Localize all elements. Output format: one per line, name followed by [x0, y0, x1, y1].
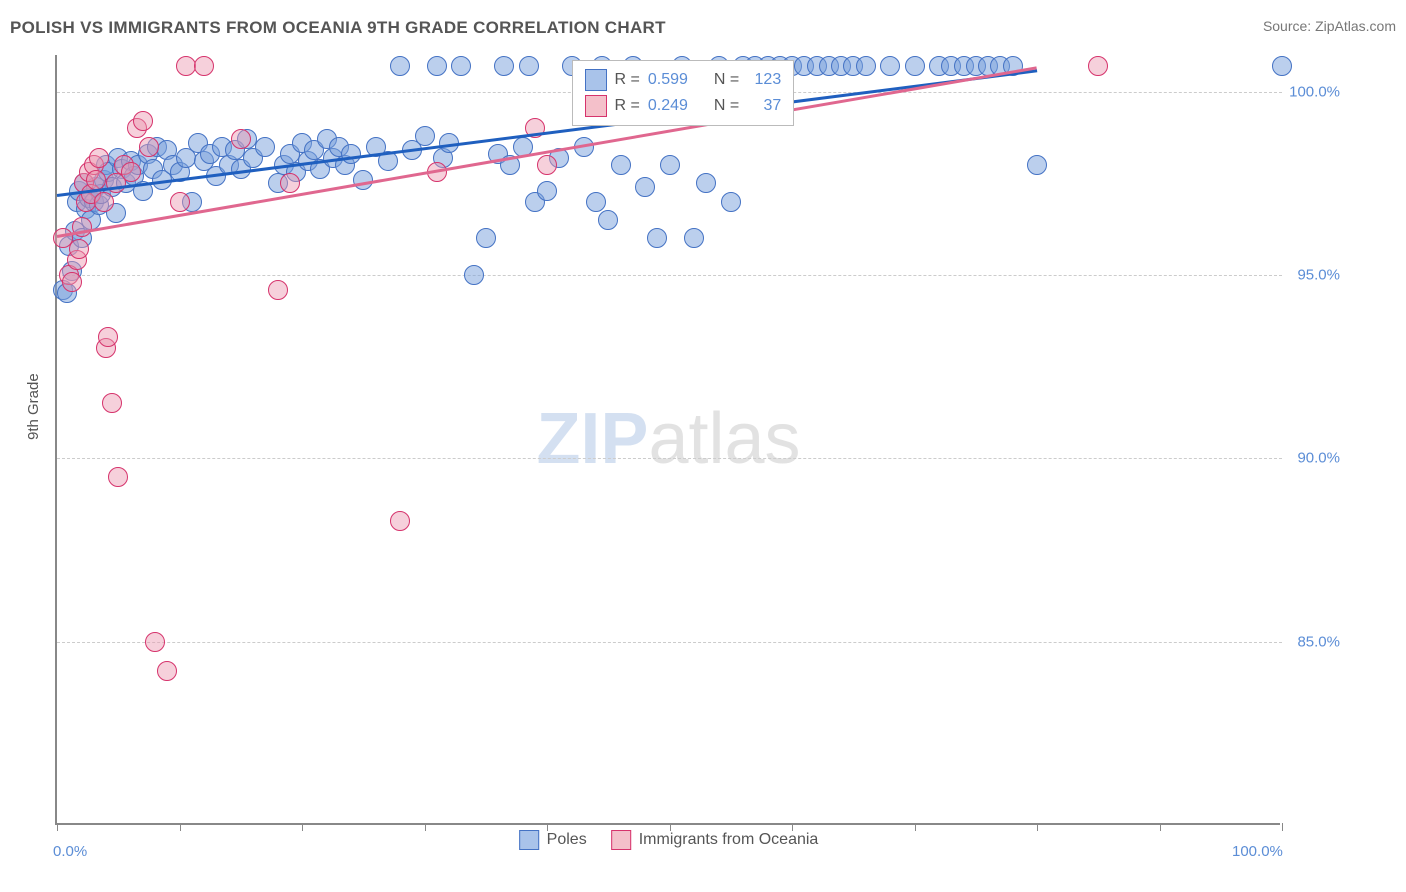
scatter-point — [139, 137, 159, 157]
stats-legend: R = 0.599 N = 123 R = 0.249 N = 37 — [572, 60, 795, 126]
gridline-h — [57, 275, 1282, 276]
scatter-point — [880, 56, 900, 76]
scatter-point — [684, 228, 704, 248]
scatter-point — [519, 56, 539, 76]
series-legend-label: Poles — [547, 831, 587, 849]
n-label: N = — [714, 71, 739, 89]
y-axis-label: 9th Grade — [25, 373, 42, 440]
scatter-point — [721, 192, 741, 212]
scatter-point — [905, 56, 925, 76]
x-tick — [425, 823, 426, 831]
scatter-point — [427, 56, 447, 76]
watermark: ZIPatlas — [536, 398, 800, 480]
scatter-point — [102, 393, 122, 413]
gridline-h — [57, 458, 1282, 459]
x-tick — [1160, 823, 1161, 831]
scatter-point — [145, 632, 165, 652]
scatter-point — [69, 239, 89, 259]
stats-legend-row: R = 0.249 N = 37 — [585, 93, 782, 119]
chart-title: POLISH VS IMMIGRANTS FROM OCEANIA 9TH GR… — [10, 18, 666, 37]
watermark-zip: ZIP — [536, 399, 648, 479]
scatter-point — [86, 170, 106, 190]
legend-swatch — [585, 95, 607, 117]
source-prefix: Source: — [1263, 18, 1315, 34]
scatter-point — [1272, 56, 1292, 76]
scatter-point — [856, 56, 876, 76]
x-tick — [57, 823, 58, 831]
scatter-point — [598, 210, 618, 230]
scatter-point — [133, 111, 153, 131]
scatter-point — [62, 272, 82, 292]
legend-swatch — [519, 830, 539, 850]
stats-legend-row: R = 0.599 N = 123 — [585, 67, 782, 93]
x-tick — [302, 823, 303, 831]
scatter-point — [255, 137, 275, 157]
legend-swatch — [611, 830, 631, 850]
x-tick — [180, 823, 181, 831]
scatter-point — [194, 56, 214, 76]
y-tick-label: 85.0% — [1285, 633, 1340, 650]
gridline-h — [57, 642, 1282, 643]
scatter-point — [341, 144, 361, 164]
scatter-point — [537, 155, 557, 175]
r-label: R = — [615, 71, 640, 89]
x-tick — [915, 823, 916, 831]
source-name: ZipAtlas.com — [1315, 18, 1396, 34]
scatter-point — [494, 56, 514, 76]
trend-line — [57, 70, 1037, 198]
source-attribution: Source: ZipAtlas.com — [1263, 18, 1396, 34]
x-tick-label: 100.0% — [1232, 843, 1283, 860]
scatter-point — [464, 265, 484, 285]
scatter-point — [635, 177, 655, 197]
legend-swatch — [585, 69, 607, 91]
scatter-point — [415, 126, 435, 146]
scatter-point — [94, 192, 114, 212]
scatter-point — [476, 228, 496, 248]
scatter-point — [170, 192, 190, 212]
x-tick — [1282, 823, 1283, 831]
scatter-point — [611, 155, 631, 175]
n-value: 123 — [747, 71, 781, 89]
scatter-point — [696, 173, 716, 193]
scatter-point — [280, 173, 300, 193]
scatter-point — [647, 228, 667, 248]
r-label: R = — [615, 97, 640, 115]
n-label: N = — [714, 97, 739, 115]
series-legend: Poles Immigrants from Oceania — [519, 827, 819, 853]
r-value: 0.249 — [648, 97, 688, 115]
r-value: 0.599 — [648, 71, 688, 89]
scatter-point — [268, 280, 288, 300]
y-tick-label: 90.0% — [1285, 450, 1340, 467]
plot-area: ZIPatlas 85.0%90.0%95.0%100.0%0.0%100.0%… — [55, 55, 1280, 825]
x-tick — [1037, 823, 1038, 831]
scatter-point — [353, 170, 373, 190]
scatter-point — [586, 192, 606, 212]
scatter-point — [1027, 155, 1047, 175]
scatter-point — [390, 56, 410, 76]
scatter-point — [98, 327, 118, 347]
n-value: 37 — [747, 97, 781, 115]
scatter-point — [390, 511, 410, 531]
y-tick-label: 100.0% — [1285, 83, 1340, 100]
scatter-point — [231, 129, 251, 149]
scatter-point — [451, 56, 471, 76]
scatter-point — [157, 661, 177, 681]
scatter-point — [537, 181, 557, 201]
watermark-atlas: atlas — [648, 399, 800, 479]
scatter-point — [108, 467, 128, 487]
chart-container: ZIPatlas 85.0%90.0%95.0%100.0%0.0%100.0%… — [55, 55, 1345, 825]
series-legend-item: Poles — [519, 827, 587, 853]
scatter-point — [176, 56, 196, 76]
scatter-point — [89, 148, 109, 168]
series-legend-item: Immigrants from Oceania — [611, 827, 819, 853]
scatter-point — [660, 155, 680, 175]
series-legend-label: Immigrants from Oceania — [639, 831, 819, 849]
scatter-point — [121, 162, 141, 182]
x-tick-label: 0.0% — [53, 843, 87, 860]
y-tick-label: 95.0% — [1285, 267, 1340, 284]
scatter-point — [1088, 56, 1108, 76]
